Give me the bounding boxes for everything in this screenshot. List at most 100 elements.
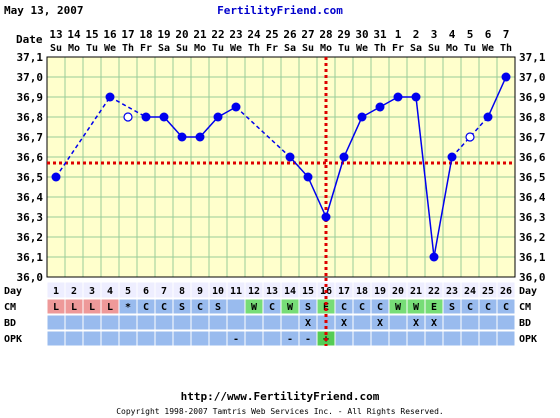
day-row-cell-value: 22 [428, 286, 440, 297]
cm-row-cell-value: E [431, 302, 437, 313]
cm-row-cell [496, 298, 516, 315]
data-rows: DayDay1234567891011121314151617181920212… [4, 278, 537, 347]
day-row-cell-value: 15 [302, 286, 314, 297]
cm-row-cell-value: * [125, 302, 131, 313]
opk-row-cell [334, 330, 354, 347]
bd-row-cell [442, 314, 462, 331]
day-row-cell-value: 6 [143, 286, 149, 297]
bd-row-label-right: BD [519, 318, 531, 329]
date-tick-label: 26 [283, 28, 297, 41]
y-tick-label-right: 36,5 [519, 171, 546, 184]
y-tick-label-right: 36,6 [519, 151, 546, 164]
cm-row-cell-value: S [179, 302, 185, 313]
cm-row-cell-value: W [413, 302, 420, 313]
date-tick-label: 7 [503, 28, 510, 41]
temperature-point [105, 92, 115, 102]
bd-row-cell [100, 314, 120, 331]
temperature-point [501, 72, 511, 82]
cm-row-cell-value: L [107, 302, 113, 313]
temperature-point [483, 112, 493, 122]
cm-row-cell-value: S [215, 302, 221, 313]
bd-row-cell [262, 314, 282, 331]
footer-url[interactable]: http://www.FertilityFriend.com [181, 390, 380, 403]
bd-row-cell [388, 314, 408, 331]
temperature-segment [451, 116, 489, 158]
date-tick-label: 25 [265, 28, 278, 41]
y-tick-label: 36,7 [17, 131, 44, 144]
temperature-point [303, 172, 313, 182]
day-row-cell-value: 8 [179, 286, 185, 297]
cm-row-label: CM [4, 302, 16, 313]
date-tick-label: 13 [49, 28, 62, 41]
weekday-tick-label: We [104, 43, 116, 54]
temperature-point [411, 92, 421, 102]
y-tick-label: 36,3 [17, 211, 44, 224]
temperature-point [393, 92, 403, 102]
temperature-segment [343, 116, 363, 158]
temperature-segment [415, 96, 435, 258]
weekday-tick-label: Sa [158, 43, 170, 54]
bd-row-cell-value: X [413, 318, 419, 329]
temperature-point [321, 212, 331, 222]
bd-row-cell [496, 314, 516, 331]
temperature-point [285, 152, 295, 162]
weekday-tick-label: Sa [410, 43, 422, 54]
opk-row-cell [496, 330, 516, 347]
weekday-tick-label: Su [176, 43, 188, 54]
bd-row-cell [172, 314, 192, 331]
opk-row-cell [46, 330, 66, 347]
cm-row-cell-value: W [251, 302, 258, 313]
cm-row-cell [226, 298, 246, 315]
y-tick-label-right: 36,3 [519, 211, 546, 224]
temperature-point [141, 112, 151, 122]
date-tick-label: 27 [301, 28, 314, 41]
day-row-cell-value: 1 [53, 286, 59, 297]
opk-row-cell [388, 330, 408, 347]
temperature-point [447, 152, 457, 162]
date-tick-label: 19 [157, 28, 170, 41]
temperature-point [357, 112, 367, 122]
bd-row-cell [460, 314, 480, 331]
cm-row-cell-value: E [323, 302, 329, 313]
bd-row-cell-value: X [431, 318, 437, 329]
temperature-segment [433, 156, 453, 258]
bd-row-cell [352, 314, 372, 331]
y-axis-right-labels: 36,0 36,1 36,2 36,3 36,4 36,5 36,6 36,7 36,8 36,9… [519, 51, 546, 284]
date-tick-label: 3 [431, 28, 438, 41]
opk-row-cell [82, 330, 102, 347]
temperature-point [375, 102, 385, 112]
day-row-cell-value: 4 [107, 286, 113, 297]
y-tick-label: 36,8 [17, 111, 44, 124]
opk-row-cell-value: - [233, 334, 239, 345]
y-tick-label-right: 36,4 [519, 191, 546, 204]
bd-row-cell [190, 314, 210, 331]
date-tick-label: 20 [175, 28, 188, 41]
day-row-cell-value: 26 [500, 286, 512, 297]
bd-row-cell [280, 314, 300, 331]
cm-row-cell-value: C [161, 302, 167, 313]
cm-row-cell-value: C [143, 302, 149, 313]
date-tick-label: 24 [247, 28, 261, 41]
opk-row-cell [370, 330, 390, 347]
day-row-cell-value: 11 [230, 286, 242, 297]
opk-row-label-right: OPK [519, 334, 537, 345]
date-tick-label: 18 [139, 28, 152, 41]
temperature-point [231, 102, 241, 112]
temperature-point [213, 112, 223, 122]
weekday-tick-label: Su [302, 43, 314, 54]
weekday-tick-label: Mo [194, 43, 206, 54]
y-tick-label-right: 36,8 [519, 111, 546, 124]
day-row-cell-value: 13 [266, 286, 278, 297]
weekday-tick-label: Tu [464, 43, 476, 54]
temperature-segment [307, 176, 327, 218]
bd-row-cell [82, 314, 102, 331]
bd-row-cell-value: X [305, 318, 311, 329]
y-axis-left-labels: 36,0 36,1 36,2 36,3 36,4 36,5 36,6 36,7 36,8 36,9… [17, 51, 44, 284]
bd-row-cell [64, 314, 84, 331]
date-tick-label: 30 [355, 28, 368, 41]
date-tick-label: 23 [229, 28, 242, 41]
weekday-tick-label: Mo [68, 43, 80, 54]
bd-row-label: BD [4, 318, 16, 329]
weekday-tick-label: Fr [392, 43, 404, 54]
y-tick-label: 36,0 [17, 271, 44, 284]
